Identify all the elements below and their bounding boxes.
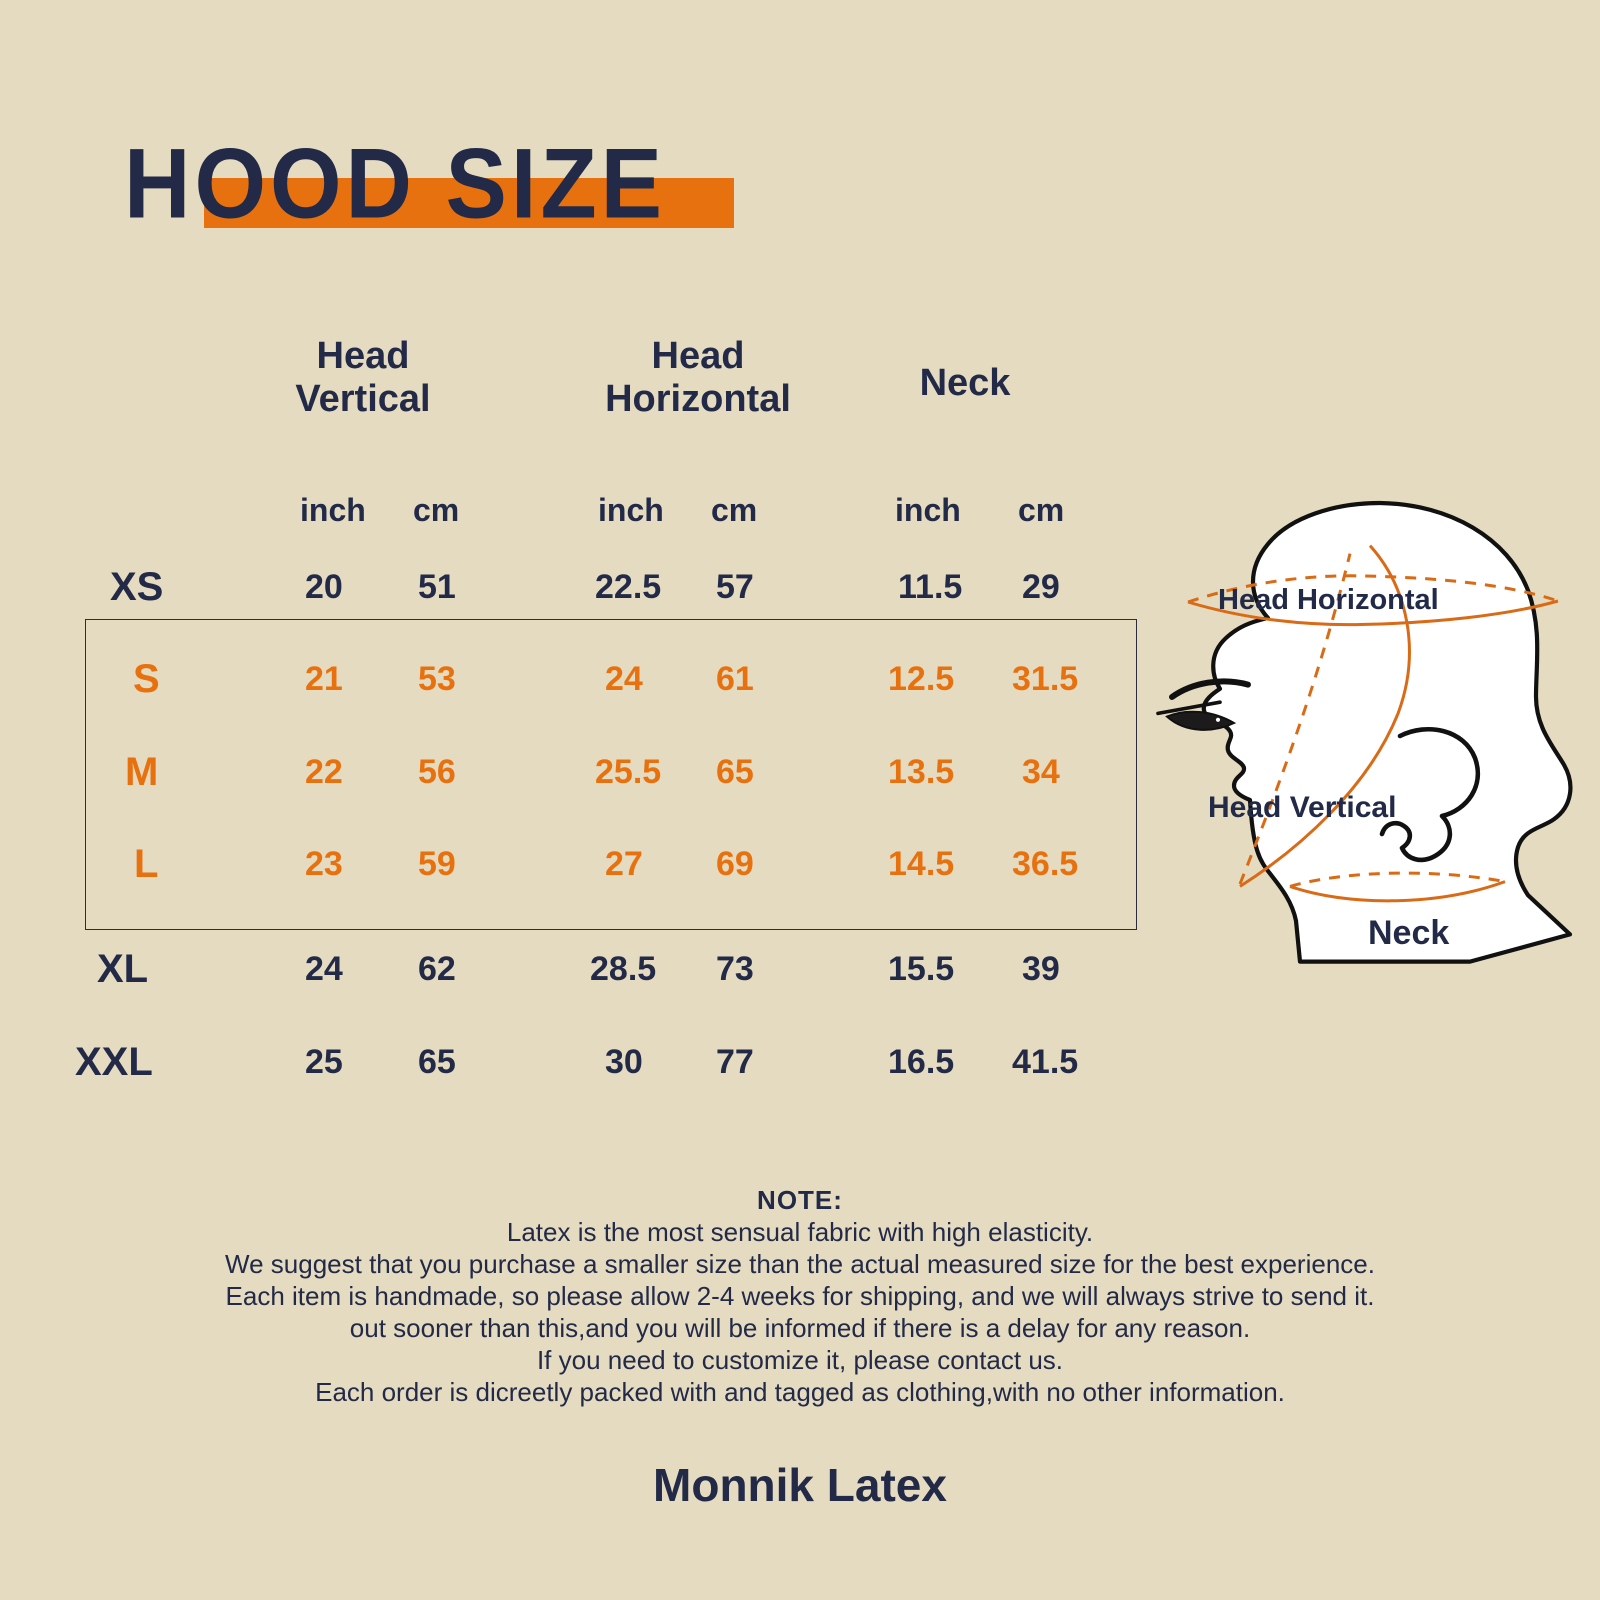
svg-text:Head Vertical: Head Vertical bbox=[1208, 791, 1396, 824]
svg-text:Neck: Neck bbox=[1368, 914, 1449, 952]
svg-text:Head Horizontal: Head Horizontal bbox=[1218, 584, 1439, 616]
